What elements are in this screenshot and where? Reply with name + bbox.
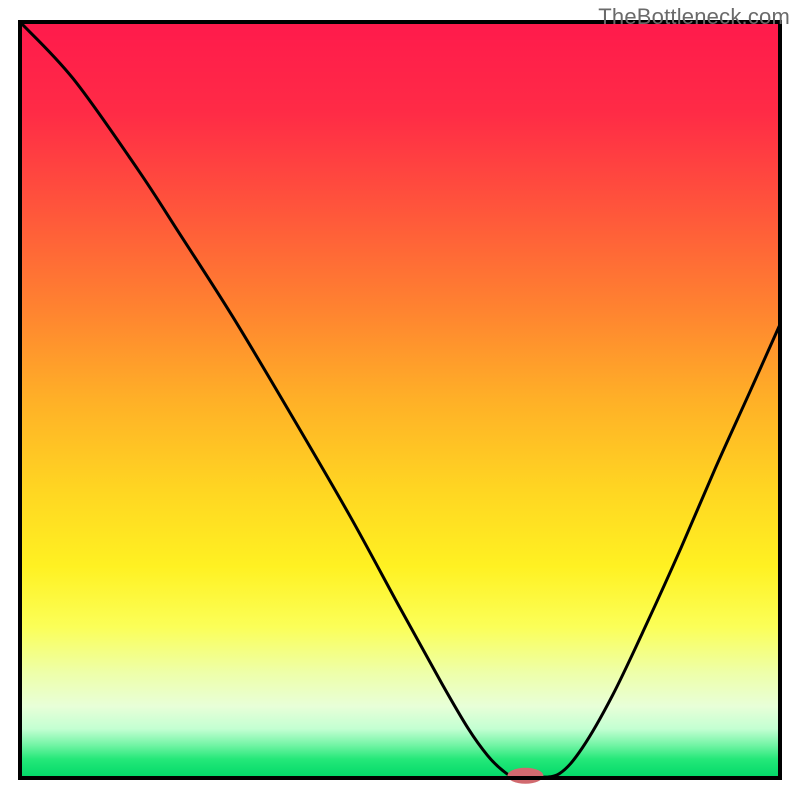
watermark-text: TheBottleneck.com [598, 4, 790, 30]
bottleneck-chart [0, 0, 800, 800]
plot-background [20, 22, 780, 778]
chart-container: TheBottleneck.com [0, 0, 800, 800]
optimal-point-marker [507, 768, 543, 784]
